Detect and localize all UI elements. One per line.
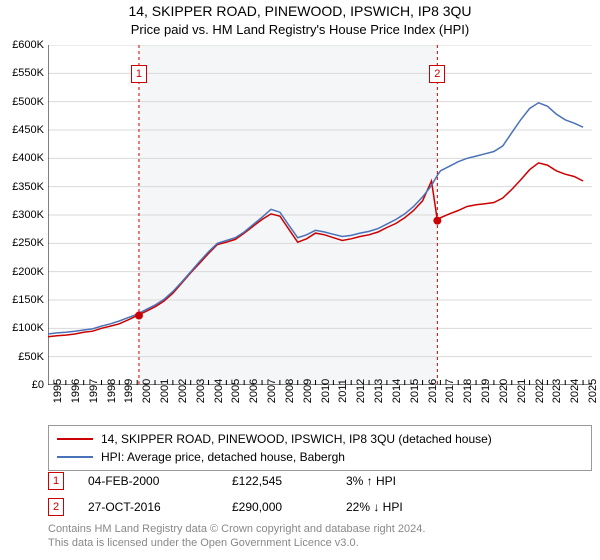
xtick-label: 2016 bbox=[427, 379, 439, 403]
xtick-label: 2020 bbox=[498, 379, 510, 403]
xtick-label: 2005 bbox=[230, 379, 242, 403]
xtick-label: 2000 bbox=[141, 379, 153, 403]
xtick-label: 2014 bbox=[391, 379, 403, 403]
xtick-label: 2007 bbox=[266, 379, 278, 403]
legend-swatch-hpi bbox=[57, 456, 93, 458]
ytick-label: £400K bbox=[0, 152, 44, 164]
chart-marker: 1 bbox=[131, 65, 147, 83]
ytick-label: £450K bbox=[0, 124, 44, 136]
transaction-price: £290,000 bbox=[232, 500, 322, 514]
ytick-label: £200K bbox=[0, 266, 44, 278]
xtick-label: 2001 bbox=[159, 379, 171, 403]
xtick-label: 2012 bbox=[355, 379, 367, 403]
transaction-date: 27-OCT-2016 bbox=[88, 500, 208, 514]
ytick-label: £550K bbox=[0, 67, 44, 79]
ytick-label: £0 bbox=[0, 379, 44, 391]
ytick-label: £150K bbox=[0, 294, 44, 306]
legend-swatch-property bbox=[57, 438, 93, 440]
ytick-label: £300K bbox=[0, 209, 44, 221]
xtick-label: 2009 bbox=[302, 379, 314, 403]
legend-item-hpi: HPI: Average price, detached house, Babe… bbox=[57, 448, 583, 466]
xtick-label: 1997 bbox=[88, 379, 100, 403]
xtick-label: 2008 bbox=[284, 379, 296, 403]
transaction-price: £122,545 bbox=[232, 474, 322, 488]
transaction-marker: 1 bbox=[48, 472, 64, 490]
legend-label-hpi: HPI: Average price, detached house, Babe… bbox=[101, 450, 345, 464]
xtick-label: 2002 bbox=[177, 379, 189, 403]
xtick-label: 1996 bbox=[70, 379, 82, 403]
plot-svg bbox=[48, 45, 592, 385]
xtick-label: 2024 bbox=[569, 379, 581, 403]
transaction-row: 1 04-FEB-2000 £122,545 3% ↑ HPI bbox=[48, 468, 592, 494]
transaction-marker: 2 bbox=[48, 498, 64, 516]
footnote: Contains HM Land Registry data © Crown c… bbox=[48, 522, 592, 551]
transaction-pct: 22% ↓ HPI bbox=[346, 500, 456, 514]
xtick-label: 2019 bbox=[480, 379, 492, 403]
xtick-label: 2004 bbox=[213, 379, 225, 403]
xtick-label: 2013 bbox=[373, 379, 385, 403]
xtick-label: 2023 bbox=[551, 379, 563, 403]
xtick-label: 2003 bbox=[195, 379, 207, 403]
ytick-label: £500K bbox=[0, 96, 44, 108]
xtick-label: 1999 bbox=[123, 379, 135, 403]
transactions-table: 1 04-FEB-2000 £122,545 3% ↑ HPI 2 27-OCT… bbox=[48, 468, 592, 520]
xtick-label: 2021 bbox=[516, 379, 528, 403]
legend-item-property: 14, SKIPPER ROAD, PINEWOOD, IPSWICH, IP8… bbox=[57, 430, 583, 448]
chart-title: 14, SKIPPER ROAD, PINEWOOD, IPSWICH, IP8… bbox=[0, 3, 600, 19]
plot-area: 12 bbox=[48, 45, 592, 385]
chart-marker: 2 bbox=[429, 65, 445, 83]
ytick-label: £350K bbox=[0, 181, 44, 193]
xtick-label: 2015 bbox=[409, 379, 421, 403]
xtick-label: 2025 bbox=[587, 379, 599, 403]
xtick-label: 2018 bbox=[462, 379, 474, 403]
footnote-line1: Contains HM Land Registry data © Crown c… bbox=[48, 523, 425, 535]
ytick-label: £600K bbox=[0, 39, 44, 51]
ytick-label: £50K bbox=[0, 351, 44, 363]
legend-label-property: 14, SKIPPER ROAD, PINEWOOD, IPSWICH, IP8… bbox=[101, 432, 492, 446]
transaction-date: 04-FEB-2000 bbox=[88, 474, 208, 488]
xtick-label: 1998 bbox=[106, 379, 118, 403]
legend: 14, SKIPPER ROAD, PINEWOOD, IPSWICH, IP8… bbox=[48, 425, 592, 471]
xtick-label: 2017 bbox=[444, 379, 456, 403]
xtick-label: 2022 bbox=[534, 379, 546, 403]
transaction-row: 2 27-OCT-2016 £290,000 22% ↓ HPI bbox=[48, 494, 592, 520]
transaction-pct: 3% ↑ HPI bbox=[346, 474, 456, 488]
xtick-label: 2010 bbox=[320, 379, 332, 403]
xtick-label: 1995 bbox=[52, 379, 64, 403]
chart-container: 14, SKIPPER ROAD, PINEWOOD, IPSWICH, IP8… bbox=[0, 0, 600, 560]
xtick-label: 2011 bbox=[337, 379, 349, 403]
footnote-line2: This data is licensed under the Open Gov… bbox=[48, 537, 359, 549]
xtick-label: 2006 bbox=[248, 379, 260, 403]
chart-subtitle: Price paid vs. HM Land Registry's House … bbox=[0, 22, 600, 37]
ytick-label: £250K bbox=[0, 237, 44, 249]
ytick-label: £100K bbox=[0, 322, 44, 334]
